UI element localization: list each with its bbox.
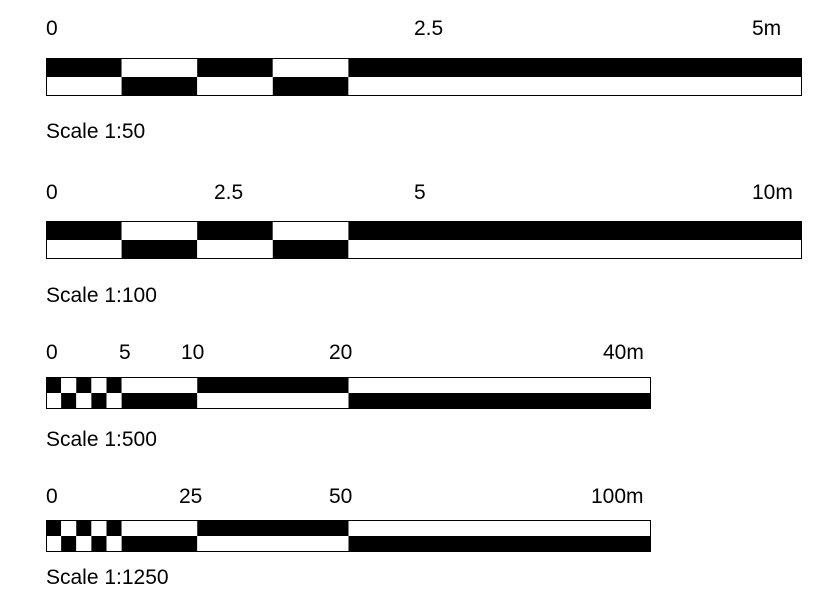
- tick-label-100m: 100m: [591, 485, 644, 508]
- tick-label-40m: 40m: [603, 341, 644, 364]
- bar-segment-bottom-2: [76, 536, 92, 552]
- bar-segment-top-7: [348, 520, 651, 536]
- tick-label-10: 10: [181, 341, 205, 364]
- bar-segment-bottom-3: [272, 77, 349, 96]
- bar-segment-top-3: [272, 221, 349, 240]
- bar-segment-bottom-5: [424, 240, 802, 259]
- bar-segment-bottom-1: [61, 536, 77, 552]
- bar-segment-bottom-3: [91, 393, 107, 409]
- bar-segment-bottom-4: [348, 240, 424, 259]
- tick-label-0: 0: [46, 485, 58, 508]
- bar-segment-bottom-7: [348, 393, 651, 409]
- tick-label-50: 50: [329, 485, 353, 508]
- bar-segment-top-0: [46, 520, 62, 536]
- bar-segment-bottom-2: [197, 240, 273, 259]
- tick-label-20: 20: [329, 341, 353, 364]
- bar-segment-top-1: [121, 221, 198, 240]
- tick-label-10m: 10m: [752, 181, 793, 204]
- tick-label-2-5: 2.5: [414, 17, 444, 40]
- bar-segment-top-4: [106, 520, 122, 536]
- bar-segment-bottom-2: [197, 77, 273, 96]
- bar-segment-bottom-5: [121, 536, 198, 552]
- bar-segment-bottom-0: [46, 536, 62, 552]
- bar-segment-bottom-4: [106, 393, 122, 409]
- tick-label-5: 5: [119, 341, 131, 364]
- bar-segment-top-5: [424, 58, 802, 77]
- bar-segment-bottom-6: [197, 536, 349, 552]
- scale-caption: Scale 1:1250: [46, 566, 169, 589]
- bar-segment-top-2: [76, 520, 92, 536]
- tick-label-0: 0: [46, 17, 58, 40]
- bar-segment-top-0: [46, 377, 62, 393]
- bar-segment-top-5: [424, 221, 802, 240]
- bar-segment-bottom-3: [272, 240, 349, 259]
- bar-segment-top-3: [91, 520, 107, 536]
- bar-segment-top-7: [348, 377, 651, 393]
- bar-segment-top-3: [91, 377, 107, 393]
- bar-segment-top-2: [197, 58, 273, 77]
- bar-segment-top-4: [348, 221, 424, 240]
- bar-segment-bottom-1: [121, 240, 198, 259]
- bar-outline: [46, 221, 802, 259]
- bar-segment-top-3: [272, 58, 349, 77]
- bar-segment-top-1: [61, 377, 77, 393]
- bar-segment-top-1: [61, 520, 77, 536]
- scale-bar-1-100: [46, 221, 802, 259]
- bar-segment-top-1: [121, 58, 198, 77]
- bar-segment-bottom-1: [121, 77, 198, 96]
- bar-segment-top-6: [197, 377, 349, 393]
- bar-segment-bottom-5: [424, 77, 802, 96]
- bar-segment-top-2: [197, 221, 273, 240]
- tick-label-0: 0: [46, 181, 58, 204]
- bar-segment-bottom-4: [106, 536, 122, 552]
- bar-segment-bottom-3: [91, 536, 107, 552]
- scale-caption: Scale 1:100: [46, 284, 157, 307]
- scale-bar-1-500: [46, 377, 651, 409]
- bar-segment-bottom-1: [61, 393, 77, 409]
- bar-segment-top-2: [76, 377, 92, 393]
- bar-segment-top-5: [121, 520, 198, 536]
- bar-segment-top-6: [197, 520, 349, 536]
- scale-bar-1-1250: [46, 520, 651, 552]
- bar-outline: [46, 377, 651, 409]
- scale-caption: Scale 1:50: [46, 120, 146, 143]
- bar-segment-top-0: [46, 221, 122, 240]
- tick-label-5m: 5m: [752, 17, 782, 40]
- bar-outline: [46, 58, 802, 96]
- tick-label-25: 25: [179, 485, 203, 508]
- bar-segment-bottom-4: [348, 77, 424, 96]
- bar-segment-top-5: [121, 377, 198, 393]
- bar-segment-bottom-6: [197, 393, 349, 409]
- bar-segment-bottom-0: [46, 393, 62, 409]
- bar-segment-top-4: [106, 377, 122, 393]
- bar-outline: [46, 520, 651, 552]
- bar-segment-top-4: [348, 58, 424, 77]
- bar-segment-bottom-2: [76, 393, 92, 409]
- bar-segment-bottom-0: [46, 77, 122, 96]
- tick-label-5: 5: [414, 181, 426, 204]
- bar-segment-bottom-5: [121, 393, 198, 409]
- bar-segment-top-0: [46, 58, 122, 77]
- bar-segment-bottom-0: [46, 240, 122, 259]
- tick-label-0: 0: [46, 341, 58, 364]
- tick-label-2-5: 2.5: [214, 181, 244, 204]
- scale-bar-1-50: [46, 58, 802, 96]
- scale-caption: Scale 1:500: [46, 428, 157, 451]
- bar-segment-bottom-7: [348, 536, 651, 552]
